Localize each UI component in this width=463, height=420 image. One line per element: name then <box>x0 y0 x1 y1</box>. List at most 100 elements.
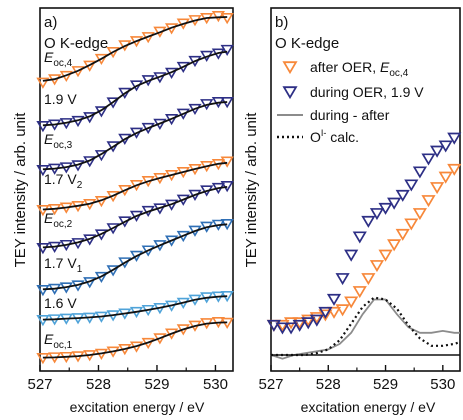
series-1 <box>266 132 462 335</box>
spectrum-label: Eoc,2 <box>44 210 73 230</box>
legend-label: OI- calc. <box>310 128 359 145</box>
x-tick-label: 530 <box>203 376 228 393</box>
data-point <box>412 208 427 221</box>
legend-marker <box>282 86 298 100</box>
data-point <box>141 245 155 257</box>
spectrum-0: Eoc,4 <box>36 11 234 89</box>
data-point <box>106 141 120 153</box>
data-point <box>275 322 290 335</box>
series-0 <box>266 163 462 332</box>
x-tick-label: 528 <box>86 376 111 393</box>
spectrum-1: 1.9 V <box>36 44 234 133</box>
data-point <box>430 182 445 195</box>
data-point <box>318 306 333 319</box>
fit-line <box>42 16 228 82</box>
spectrum-label: 1.6 V <box>44 295 77 311</box>
data-point <box>118 87 132 99</box>
data-point <box>153 240 167 252</box>
legend-item-1: during OER, 1.9 V <box>282 84 424 100</box>
spectrum-label: Eoc,3 <box>44 131 73 151</box>
data-point <box>36 205 50 217</box>
data-point <box>266 319 281 332</box>
x-tick-label: 529 <box>144 376 169 393</box>
data-point <box>106 47 120 59</box>
spectrum-2: Eoc,3 <box>36 97 234 177</box>
legend-marker <box>282 61 298 75</box>
data-point <box>141 122 155 135</box>
data-point <box>220 156 234 168</box>
data-point <box>344 249 359 262</box>
data-point <box>118 257 132 269</box>
data-point <box>94 53 109 66</box>
panel-b-series <box>266 132 462 360</box>
data-point <box>326 293 342 306</box>
data-point <box>369 260 385 273</box>
data-point <box>447 132 462 145</box>
spectrum-label: Eoc,1 <box>44 331 73 351</box>
spectrum-label: 1.7 V2 <box>44 171 83 191</box>
panel-b-x-axis: 527 528 529 530 <box>258 365 455 393</box>
spectrum-label: Eoc,4 <box>44 49 73 69</box>
data-point <box>301 317 316 330</box>
data-point <box>404 218 419 231</box>
spectrum-5: 1.7 V1 <box>36 219 234 297</box>
panel-b-legend: after OER, Eoc,4 during OER, 1.9 V during … <box>277 59 424 145</box>
x-tick-label: 528 <box>316 376 341 393</box>
panel-b-edge-label: O K-edge <box>275 35 339 52</box>
data-point <box>118 185 132 197</box>
data-point <box>283 322 299 335</box>
data-point <box>176 108 190 120</box>
data-point <box>369 208 385 221</box>
spectrum-label: 1.7 V1 <box>44 255 83 275</box>
data-point <box>106 97 120 109</box>
data-point <box>438 140 453 153</box>
data-point <box>335 304 350 317</box>
panel-a-x-axis: 527 528 529 530 <box>27 365 228 393</box>
data-point <box>421 195 436 208</box>
data-point <box>211 11 225 23</box>
data-point <box>129 210 144 223</box>
data-point <box>220 44 234 57</box>
spectrum-7: Eoc,1 <box>36 317 234 365</box>
spectrum-4: Eoc,2 <box>36 181 234 255</box>
series-line <box>270 298 460 360</box>
data-point <box>395 189 410 202</box>
fit-line <box>42 321 228 359</box>
legend-label: after OER, Eoc,4 <box>310 59 409 79</box>
data-point <box>36 285 50 297</box>
data-point <box>292 319 307 332</box>
fit-line <box>42 101 228 171</box>
data-point <box>220 13 234 25</box>
spectrum-6: 1.6 V <box>36 291 234 327</box>
data-point <box>404 179 419 192</box>
spectrum-label: 1.9 V <box>44 91 77 107</box>
data-point <box>326 306 342 319</box>
data-point <box>412 166 427 179</box>
panel-a-ylabel: TEY intensity / arb. unit <box>12 112 29 268</box>
fit-line <box>42 186 228 249</box>
data-point <box>275 319 290 332</box>
fit-line <box>42 295 228 321</box>
data-point <box>361 215 376 228</box>
data-point <box>118 216 132 228</box>
fit-line <box>42 161 228 211</box>
x-tick-label: 527 <box>258 376 283 393</box>
panel-b-ylabel: TEY intensity / arb. unit <box>243 112 260 268</box>
data-point <box>188 55 202 68</box>
data-point <box>378 202 393 215</box>
legend-label: during - after <box>310 107 390 123</box>
panel-a-edge-label: O K-edge <box>44 35 108 52</box>
data-point <box>36 77 50 89</box>
data-point <box>36 121 50 133</box>
data-point <box>361 273 376 286</box>
data-point <box>344 296 359 309</box>
legend-item-0: after OER, Eoc,4 <box>282 59 409 79</box>
legend-label: during OER, 1.9 V <box>310 84 424 100</box>
series-2 <box>270 298 460 360</box>
data-point <box>36 243 50 255</box>
fit-line <box>42 50 228 127</box>
panel-a-frame <box>39 7 234 372</box>
data-point <box>118 133 132 145</box>
legend-item-3: OI- calc. <box>277 128 359 145</box>
